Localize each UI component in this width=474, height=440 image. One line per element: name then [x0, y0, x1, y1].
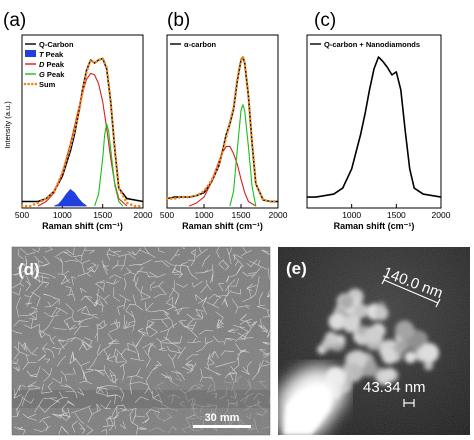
legend-label: Q-carbon + Nanodiamonds	[324, 40, 420, 49]
x-tick-label: 1000	[195, 210, 214, 220]
panel-label-d: (d)	[18, 260, 40, 279]
scale-bar	[193, 425, 251, 428]
measure-label-bottom: 43.34 nm	[363, 379, 426, 396]
panel-label-c: (c)	[314, 10, 336, 31]
panel-label-e: (e)	[286, 259, 307, 278]
x-tick-label: 500	[160, 210, 174, 220]
plot-frame	[306, 34, 442, 209]
x-tick-label: 2000	[269, 210, 288, 220]
x-axis-label: Raman shift (cm⁻¹)	[182, 221, 263, 231]
x-tick-label: 1500	[232, 210, 251, 220]
legend-swatch	[25, 50, 36, 57]
raman-chart-alpha-carbon: 500 1000 1500 2000 Raman shift (cm⁻¹) α-carbo…	[160, 34, 288, 231]
series-q-carbon-nanodiamonds	[307, 56, 442, 198]
sem-image-e: (e) 140.0 nm 43.34 nm	[278, 247, 470, 435]
series-t-peak	[54, 189, 87, 207]
series-carbon	[166, 56, 278, 203]
legend-label: Sum	[39, 80, 56, 89]
legend-label: G Peak	[39, 70, 65, 79]
x-axis-label: Raman shift (cm⁻¹)	[334, 221, 415, 231]
x-tick-label: 1000	[53, 210, 72, 220]
panel-label-a: (a)	[3, 10, 26, 31]
x-axis-label: Raman shift (cm⁻¹)	[42, 221, 123, 231]
raman-chart-q-carbon-nanodiamonds: 1000 1500 2000 Raman shift (cm⁻¹) Q-carbon +…	[306, 34, 451, 231]
x-tick-label: 500	[15, 210, 29, 220]
x-tick-label: 1500	[93, 210, 112, 220]
plot-frame	[21, 34, 144, 209]
series-g-peak	[94, 123, 124, 207]
raman-chart-q-carbon: 500 1000 1500 2000 Raman shift (cm⁻¹) Q-Carbo…	[15, 34, 153, 231]
legend-label: D Peak	[39, 60, 65, 69]
x-tick-label: 2000	[432, 210, 451, 220]
x-tick-label: 2000	[134, 210, 153, 220]
legend-label: T Peak	[39, 50, 64, 59]
plot-frame	[166, 34, 279, 209]
legend-label: α-carbon	[184, 40, 217, 49]
panel-label-b: (b)	[167, 10, 190, 31]
series-sum	[165, 53, 280, 203]
series-d-peak	[188, 145, 257, 207]
y-axis-label: Intensity (a.u.)	[3, 101, 12, 149]
series-g-peak	[229, 104, 257, 207]
scale-bar-label: 30 mm	[205, 412, 240, 424]
x-tick-label: 1500	[387, 210, 406, 220]
series-sum	[20, 56, 145, 208]
sem-image-d: (d) 30 mm	[11, 246, 271, 436]
legend-label: Q-Carbon	[39, 40, 74, 49]
x-tick-label: 1000	[342, 210, 361, 220]
